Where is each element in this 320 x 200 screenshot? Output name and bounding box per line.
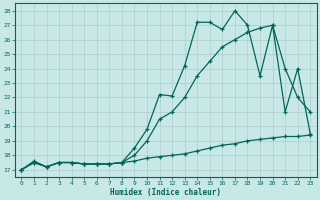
X-axis label: Humidex (Indice chaleur): Humidex (Indice chaleur) [110, 188, 221, 197]
